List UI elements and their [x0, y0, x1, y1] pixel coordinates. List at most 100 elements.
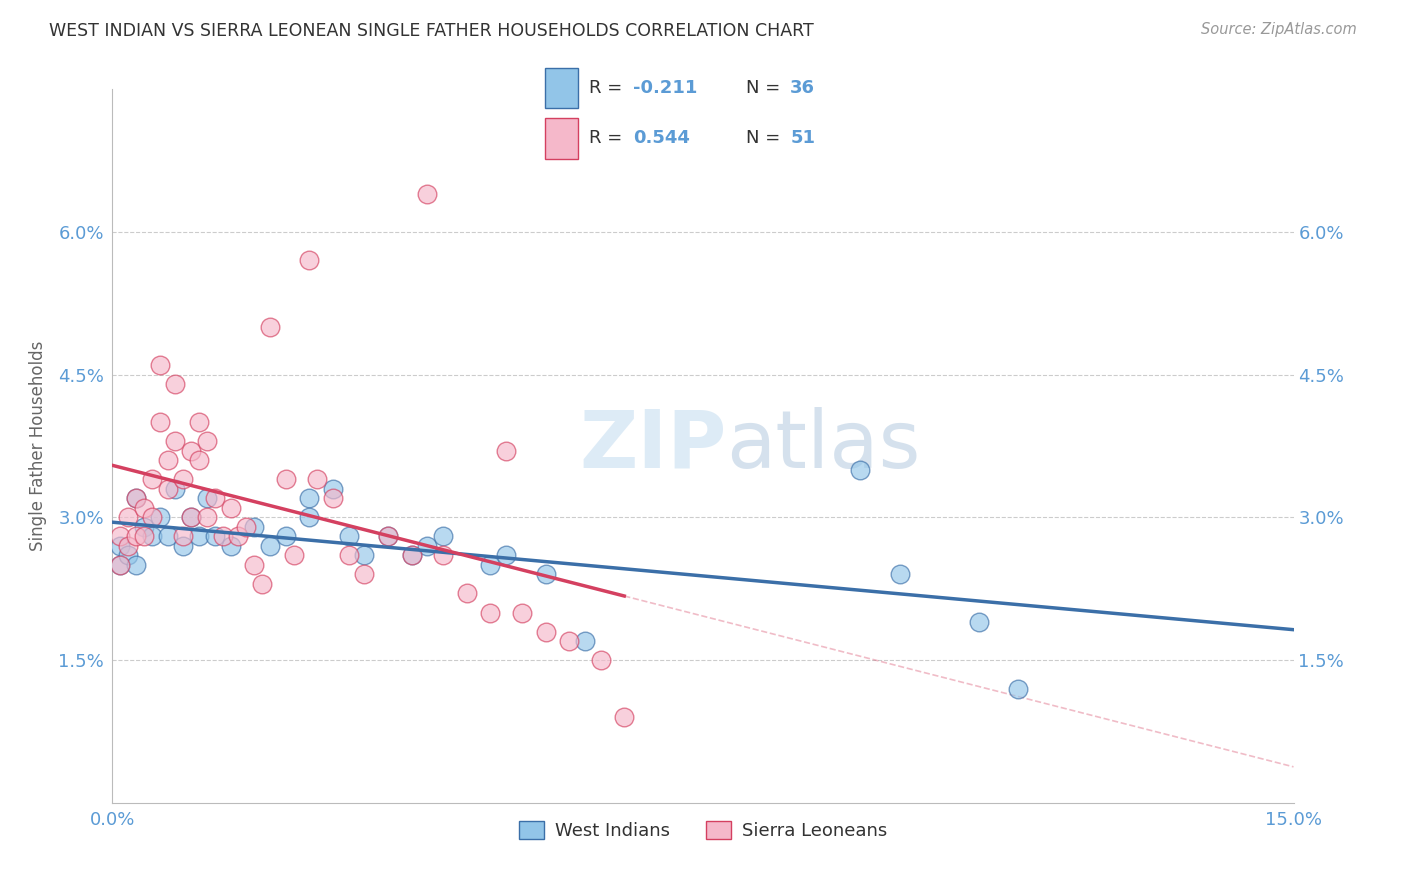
Point	[259, 539, 281, 553]
Point	[195, 491, 218, 506]
Point	[188, 415, 211, 429]
Y-axis label: Single Father Households: Single Father Households	[30, 341, 48, 551]
Text: 51: 51	[790, 129, 815, 147]
Point	[219, 539, 242, 553]
Point	[534, 567, 557, 582]
Point	[307, 472, 329, 486]
Point	[353, 549, 375, 563]
Point	[401, 549, 423, 563]
Point	[195, 434, 218, 449]
Point	[125, 491, 148, 506]
Point	[259, 320, 281, 334]
Text: R =: R =	[589, 79, 628, 97]
Point	[156, 482, 179, 496]
Text: WEST INDIAN VS SIERRA LEONEAN SINGLE FATHER HOUSEHOLDS CORRELATION CHART: WEST INDIAN VS SIERRA LEONEAN SINGLE FAT…	[49, 22, 814, 40]
Point	[141, 472, 163, 486]
Point	[479, 558, 502, 572]
Point	[149, 358, 172, 372]
Point	[172, 529, 194, 543]
Point	[188, 453, 211, 467]
Point	[110, 539, 132, 553]
Point	[165, 434, 187, 449]
Text: -0.211: -0.211	[633, 79, 697, 97]
Point	[141, 529, 163, 543]
Point	[180, 510, 202, 524]
Point	[283, 549, 305, 563]
Point	[172, 472, 194, 486]
Point	[298, 253, 321, 268]
Point	[117, 510, 139, 524]
Point	[298, 510, 321, 524]
Point	[235, 520, 257, 534]
Point	[432, 549, 454, 563]
Point	[889, 567, 911, 582]
Text: N =: N =	[747, 129, 786, 147]
Point	[456, 586, 478, 600]
Point	[250, 577, 273, 591]
Point	[337, 549, 360, 563]
Point	[322, 491, 344, 506]
Point	[156, 529, 179, 543]
Point	[110, 529, 132, 543]
Point	[125, 558, 148, 572]
Point	[377, 529, 399, 543]
Point	[172, 539, 194, 553]
Text: Source: ZipAtlas.com: Source: ZipAtlas.com	[1201, 22, 1357, 37]
Point	[495, 443, 517, 458]
Text: 36: 36	[790, 79, 815, 97]
Point	[967, 615, 990, 629]
Point	[195, 510, 218, 524]
Point	[110, 558, 132, 572]
Point	[117, 549, 139, 563]
Point	[416, 186, 439, 201]
Point	[125, 491, 148, 506]
Point	[322, 482, 344, 496]
Point	[243, 558, 266, 572]
Point	[180, 510, 202, 524]
Point	[401, 549, 423, 563]
Point	[132, 529, 155, 543]
Point	[149, 415, 172, 429]
Point	[219, 500, 242, 515]
Point	[180, 443, 202, 458]
Point	[132, 520, 155, 534]
Point	[337, 529, 360, 543]
Point	[132, 500, 155, 515]
Point	[211, 529, 233, 543]
Point	[432, 529, 454, 543]
Point	[141, 510, 163, 524]
Point	[165, 482, 187, 496]
Point	[204, 529, 226, 543]
Text: 0.544: 0.544	[633, 129, 690, 147]
Text: N =: N =	[747, 79, 786, 97]
Point	[558, 634, 581, 648]
Point	[534, 624, 557, 639]
FancyBboxPatch shape	[546, 118, 578, 159]
Legend: West Indians, Sierra Leoneans: West Indians, Sierra Leoneans	[512, 814, 894, 847]
Text: atlas: atlas	[727, 407, 921, 485]
Point	[274, 529, 297, 543]
Point	[849, 463, 872, 477]
Point	[204, 491, 226, 506]
Point	[495, 549, 517, 563]
Point	[228, 529, 250, 543]
Point	[274, 472, 297, 486]
Point	[298, 491, 321, 506]
Point	[117, 539, 139, 553]
Point	[353, 567, 375, 582]
Point	[377, 529, 399, 543]
Point	[156, 453, 179, 467]
Point	[188, 529, 211, 543]
Point	[125, 529, 148, 543]
Point	[243, 520, 266, 534]
Point	[613, 710, 636, 724]
Text: ZIP: ZIP	[579, 407, 727, 485]
Point	[165, 377, 187, 392]
Point	[589, 653, 612, 667]
Point	[479, 606, 502, 620]
Point	[1007, 681, 1029, 696]
Point	[510, 606, 533, 620]
Text: R =: R =	[589, 129, 628, 147]
Point	[574, 634, 596, 648]
Point	[416, 539, 439, 553]
